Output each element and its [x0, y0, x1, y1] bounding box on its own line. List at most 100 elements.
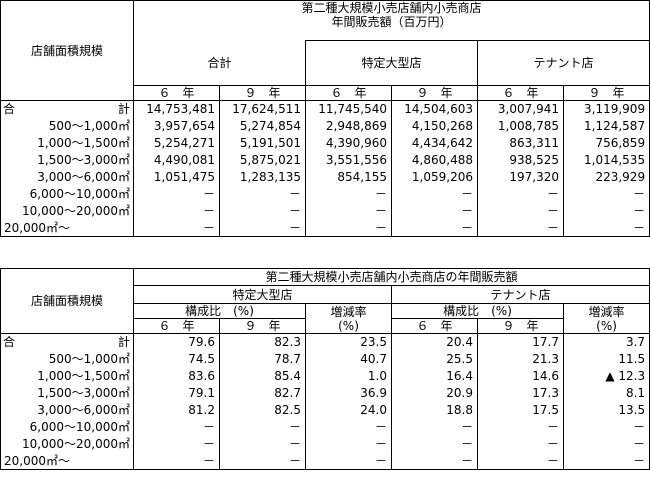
year-header: ９ 年: [391, 85, 478, 101]
year-header: ６ 年: [477, 85, 564, 101]
value-cell: －: [391, 452, 478, 470]
value-cell: 74.5: [133, 350, 220, 368]
value-cell: 5,254,271: [133, 134, 220, 152]
change-label: 増減率: [588, 304, 625, 319]
value-cell: －: [391, 418, 478, 436]
value-cell: 1,059,206: [391, 168, 478, 186]
row-label: 1,000～1,500㎡: [0, 134, 134, 152]
value-cell: 79.1: [133, 384, 220, 402]
value-cell: －: [477, 185, 564, 203]
year-header: ６ 年: [391, 318, 478, 334]
row-label: 10,000～20,000㎡: [0, 202, 134, 220]
change-header: 増減率 (%): [562, 303, 650, 334]
value-cell: 11.5: [562, 350, 650, 368]
row-label: 6,000～10,000㎡: [0, 418, 134, 436]
value-cell: 756,859: [562, 134, 650, 152]
value-cell: 78.7: [219, 350, 306, 368]
value-cell: －: [133, 202, 220, 220]
value-cell: ▲ 12.3: [562, 367, 650, 385]
value-cell: －: [562, 452, 650, 470]
value-cell: 1.0: [305, 367, 392, 385]
value-cell: 18.8: [391, 401, 478, 419]
value-cell: 1,124,587: [562, 117, 650, 135]
sales-table: 店舗面積規模 第二種大規模小売店舗内小売商店 年間販売額（百万円） 合計 特定大型店 テナ…: [0, 0, 650, 237]
value-cell: 5,191,501: [219, 134, 306, 152]
value-cell: －: [477, 202, 564, 220]
table-title: 第二種大規模小売店舗内小売商店の年間販売額: [132, 268, 650, 286]
value-cell: －: [219, 435, 306, 453]
value-cell: 79.6: [133, 333, 220, 351]
value-cell: －: [562, 219, 650, 237]
value-cell: 17.7: [477, 333, 564, 351]
group-header: 特定大型店: [305, 40, 478, 86]
value-cell: 3.7: [562, 333, 650, 351]
value-cell: －: [391, 185, 478, 203]
value-cell: 17.3: [477, 384, 564, 402]
change-label: 増減率: [330, 304, 367, 319]
group-header: 合計: [133, 40, 306, 86]
value-cell: 854,155: [305, 168, 392, 186]
value-cell: －: [305, 435, 392, 453]
value-cell: －: [477, 452, 564, 470]
value-cell: 82.7: [219, 384, 306, 402]
row-label: 合計: [0, 100, 134, 118]
value-cell: 3,119,909: [562, 100, 650, 118]
value-cell: 4,150,268: [391, 117, 478, 135]
value-cell: 25.5: [391, 350, 478, 368]
row-label: 20,000㎡～: [0, 219, 134, 237]
share-header: 構成比 (%): [391, 303, 564, 319]
value-cell: 14.6: [477, 367, 564, 385]
value-cell: －: [219, 185, 306, 203]
change-header: 増減率 (%): [305, 303, 392, 334]
value-cell: －: [219, 219, 306, 237]
value-cell: 16.4: [391, 367, 478, 385]
value-cell: －: [133, 219, 220, 237]
value-cell: 81.2: [133, 401, 220, 419]
value-cell: 11,745,540: [305, 100, 392, 118]
year-header: ９ 年: [219, 318, 306, 334]
value-cell: 197,320: [477, 168, 564, 186]
change-unit: (%): [338, 318, 359, 333]
row-label: 合計: [0, 333, 134, 351]
group-header: テナント店: [476, 40, 650, 86]
value-cell: 24.0: [305, 401, 392, 419]
value-cell: －: [305, 219, 392, 237]
value-cell: －: [562, 435, 650, 453]
value-cell: －: [562, 202, 650, 220]
value-cell: －: [477, 219, 564, 237]
value-cell: －: [477, 418, 564, 436]
row-label: 3,000～6,000㎡: [0, 168, 134, 186]
table-title: 第二種大規模小売店舗内小売商店 年間販売額（百万円）: [132, 0, 650, 41]
year-header: ９ 年: [219, 85, 306, 101]
row-label: 1,500～3,000㎡: [0, 151, 134, 169]
value-cell: 3,007,941: [477, 100, 564, 118]
value-cell: 1,008,785: [477, 117, 564, 135]
share-header: 構成比 (%): [133, 303, 306, 319]
value-cell: 82.5: [219, 401, 306, 419]
value-cell: －: [133, 418, 220, 436]
value-cell: －: [562, 185, 650, 203]
value-cell: －: [391, 202, 478, 220]
value-cell: 3,957,654: [133, 117, 220, 135]
value-cell: 36.9: [305, 384, 392, 402]
value-cell: －: [219, 418, 306, 436]
value-cell: 3,551,556: [305, 151, 392, 169]
row-label: 1,500～3,000㎡: [0, 384, 134, 402]
value-cell: 1,014,535: [562, 151, 650, 169]
value-cell: 85.4: [219, 367, 306, 385]
value-cell: 4,434,642: [391, 134, 478, 152]
row-label: 10,000～20,000㎡: [0, 435, 134, 453]
value-cell: 21.3: [477, 350, 564, 368]
value-cell: －: [133, 452, 220, 470]
value-cell: 4,390,960: [305, 134, 392, 152]
value-cell: 5,875,021: [219, 151, 306, 169]
year-header: ６ 年: [133, 318, 220, 334]
value-cell: 13.5: [562, 401, 650, 419]
value-cell: 223,929: [562, 168, 650, 186]
subtitle: 年間販売額（百万円）: [331, 15, 452, 29]
year-header: ９ 年: [477, 318, 564, 334]
value-cell: 83.6: [133, 367, 220, 385]
row-label: 1,000～1,500㎡: [0, 367, 134, 385]
value-cell: 14,504,603: [391, 100, 478, 118]
group-header: テナント店: [390, 285, 650, 304]
